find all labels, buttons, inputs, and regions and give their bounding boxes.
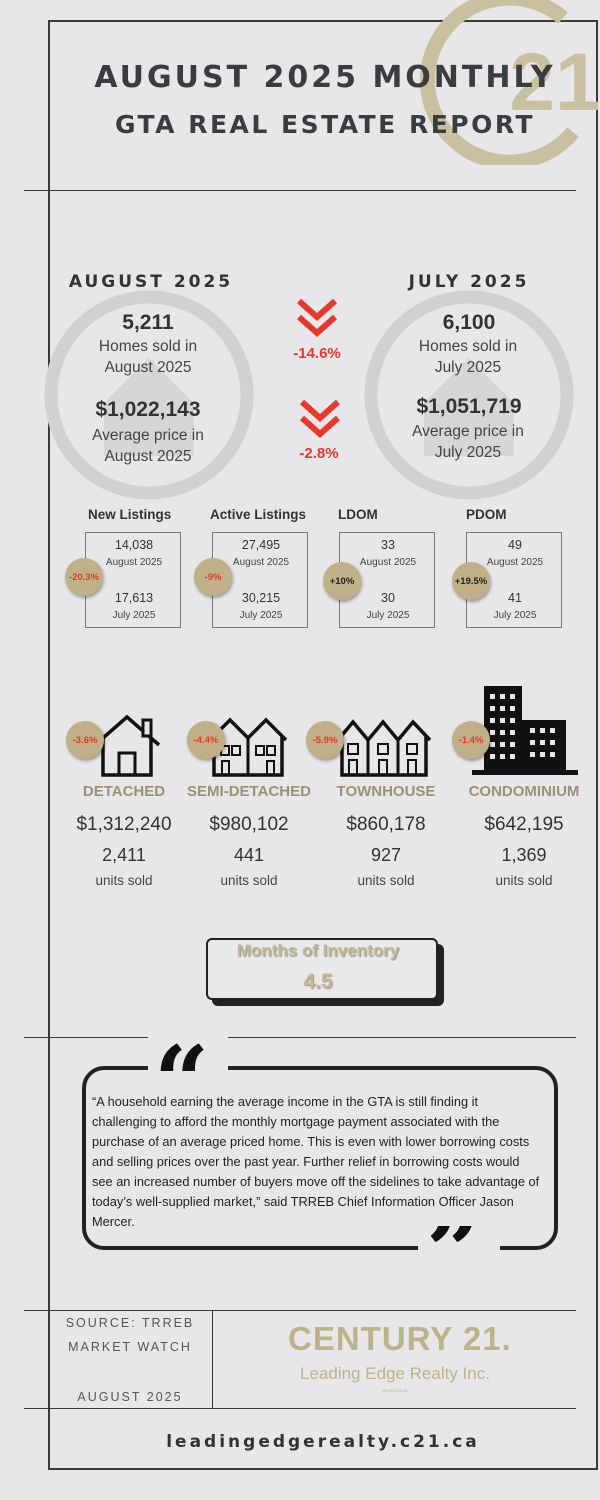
- property-type-price: $860,178: [346, 814, 426, 835]
- house-icon: [93, 714, 161, 777]
- property-type-units: 441: [233, 845, 265, 865]
- property-type-name: CONDOMINIUM: [468, 783, 580, 800]
- change-badge: -1.4%: [452, 721, 490, 759]
- quote-divider: [24, 1037, 576, 1038]
- website-link[interactable]: leadingedgerealty.c21.ca: [166, 1432, 480, 1452]
- property-type-units: 2,411: [102, 845, 146, 865]
- source-line-1: SOURCE: TRREB: [65, 1316, 195, 1330]
- brand-tagline: BROKERAGE: [382, 1388, 408, 1393]
- current-homes-sold: 5,211: [122, 311, 174, 334]
- footer-top-divider: [24, 1310, 576, 1311]
- footer-vertical-divider: [212, 1310, 213, 1408]
- metric-previous-value: 30: [381, 591, 395, 605]
- current-period-heading: AUGUST 2025: [68, 272, 234, 292]
- header-divider: [24, 190, 576, 191]
- page-title: AUGUST 2025 MONTHLY: [94, 60, 556, 95]
- metric-label: PDOM: [466, 507, 507, 522]
- previous-average-price: $1,051,719: [416, 395, 522, 418]
- metric-previous-period: July 2025: [493, 610, 537, 621]
- inventory-value: 4.5: [303, 970, 333, 993]
- property-type-units: 1,369: [501, 845, 547, 865]
- average-price-change: -2.8%: [299, 445, 339, 462]
- source-line-2: MARKET WATCH: [68, 1340, 192, 1354]
- source-date: AUGUST 2025: [77, 1390, 183, 1404]
- metric-previous-value: 30,215: [241, 591, 281, 605]
- metric-current-value: 14,038: [114, 538, 154, 552]
- metric-previous-period: July 2025: [112, 610, 156, 621]
- previous-period-heading: JULY 2025: [408, 272, 530, 292]
- quote-box: [82, 1066, 558, 1250]
- change-badge: +10%: [323, 562, 361, 600]
- open-quote-icon: “: [148, 1034, 228, 1086]
- current-average-price: $1,022,143: [95, 398, 201, 421]
- property-type-price: $980,102: [209, 814, 289, 835]
- footer-bottom-divider: [24, 1408, 576, 1409]
- century21-seal-icon: 21: [419, 0, 600, 165]
- metric-current-period: August 2025: [359, 557, 417, 568]
- metric-previous-value: 41: [508, 591, 522, 605]
- metric-previous-period: July 2025: [366, 610, 410, 621]
- metric-current-period: August 2025: [486, 557, 544, 568]
- property-type-units-label: units sold: [357, 873, 415, 888]
- property-type-name: TOWNHOUSE: [336, 783, 436, 800]
- months-of-inventory-card: Months of Inventory 4.5: [206, 938, 438, 1000]
- property-type-price: $642,195: [484, 814, 564, 835]
- change-badge: -20.3%: [65, 558, 103, 596]
- metric-current-period: August 2025: [105, 557, 163, 568]
- logo-digits: 21: [509, 37, 600, 128]
- property-type-name: DETACHED: [82, 783, 166, 800]
- metric-previous-value: 17,613: [114, 591, 154, 605]
- metric-current-value: 27,495: [241, 538, 281, 552]
- inventory-label: Months of Inventory: [236, 941, 400, 960]
- previous-homes-sold: 6,100: [442, 311, 496, 334]
- change-badge: -5.9%: [306, 721, 344, 759]
- homes-sold-change: -14.6%: [293, 345, 341, 362]
- condominium-icon: [472, 686, 578, 775]
- change-badge: -9%: [194, 558, 232, 596]
- double-chevron-down-icon: [300, 399, 340, 439]
- current-homes-sold-label: Homes sold in August 2025: [98, 338, 198, 376]
- metric-current-value: 33: [381, 538, 395, 552]
- home-watermark-icon: [44, 290, 254, 500]
- townhouse-icon: [336, 719, 432, 777]
- property-type-units-label: units sold: [95, 873, 153, 888]
- metric-box-new-listings: 14,038 August 2025 17,613 July 2025: [85, 532, 181, 628]
- change-badge: +19.5%: [452, 562, 490, 600]
- property-type-name: SEMI-DETACHED: [187, 783, 311, 800]
- change-badge: -4.4%: [187, 721, 225, 759]
- metric-label: LDOM: [338, 507, 378, 522]
- property-type-units: 927: [370, 845, 402, 865]
- metric-current-value: 49: [508, 538, 522, 552]
- double-chevron-down-icon: [297, 298, 337, 338]
- metric-current-period: August 2025: [232, 557, 290, 568]
- quote-text: “A household earning the average income …: [92, 1094, 540, 1229]
- property-type-units-label: units sold: [495, 873, 553, 888]
- metric-label: Active Listings: [210, 507, 307, 522]
- property-type-units-label: units sold: [220, 873, 278, 888]
- home-watermark-icon: [364, 290, 574, 500]
- current-average-price-label: Average price in August 2025: [92, 427, 204, 465]
- page-frame: [48, 20, 598, 1470]
- close-quote-icon: ”: [418, 1226, 500, 1278]
- metric-previous-period: July 2025: [239, 610, 283, 621]
- previous-homes-sold-label: Homes sold in July 2025: [418, 338, 518, 376]
- change-badge: -3.6%: [66, 721, 104, 759]
- property-type-price: $1,312,240: [76, 814, 172, 835]
- brand-subtitle: Leading Edge Realty Inc.: [300, 1364, 490, 1383]
- previous-average-price-label: Average price in July 2025: [412, 423, 524, 461]
- metric-label: New Listings: [88, 507, 172, 522]
- page-subtitle: GTA REAL ESTATE REPORT: [114, 110, 536, 139]
- brand-logo: CENTURY 21.: [288, 1320, 512, 1357]
